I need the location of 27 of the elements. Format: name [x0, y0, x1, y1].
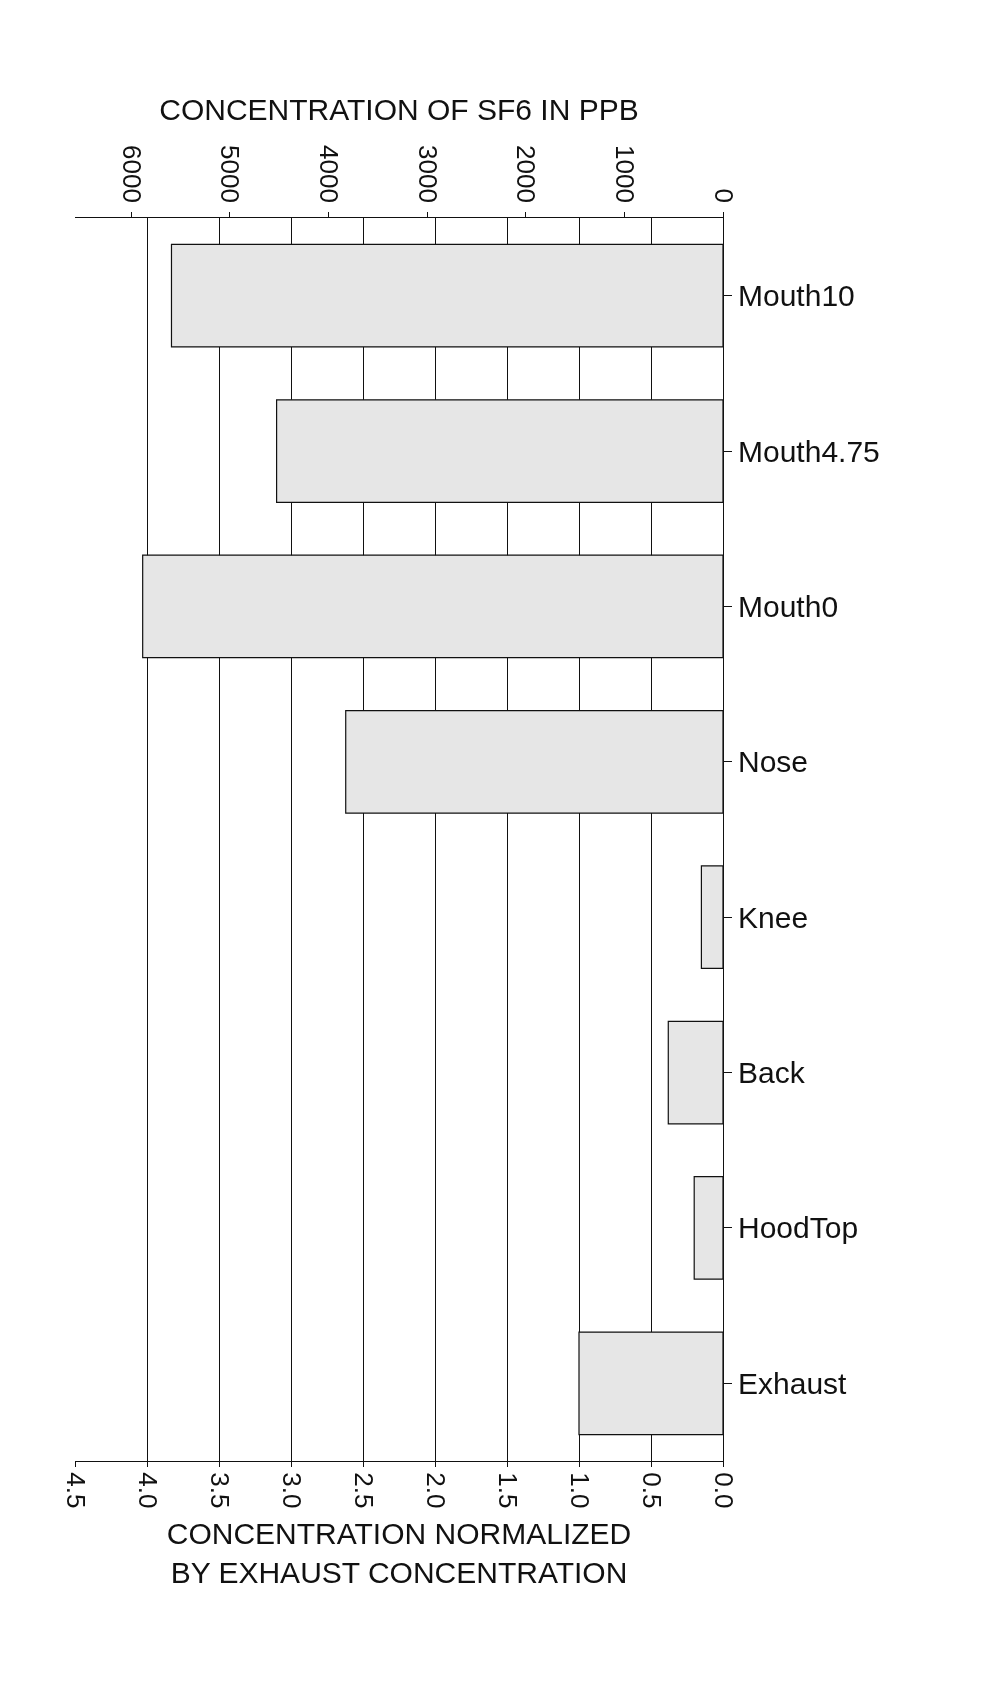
y-tick-label: Mouth10: [738, 279, 855, 313]
x-tick-label: 2.0: [420, 1472, 451, 1509]
x2-tick-label: 3000: [412, 145, 443, 203]
x-tick-label: 1.5: [492, 1472, 523, 1509]
y-tick-label: Knee: [738, 900, 809, 934]
y-tick-label: Nose: [738, 745, 809, 779]
x-tick-label: 4.5: [60, 1472, 91, 1509]
x2-tick-label: 1000: [609, 145, 640, 203]
x2-tick-label: 2000: [511, 145, 542, 203]
x-tick-label: 0.5: [636, 1472, 667, 1509]
x-tick-label: 2.5: [348, 1472, 379, 1509]
y-tick-label: Back: [738, 1056, 806, 1090]
x2-tick-label: 0: [708, 188, 739, 203]
y-tick-label: HoodTop: [738, 1211, 859, 1245]
x2-tick-label: 6000: [116, 145, 147, 203]
x-tick-label: 4.0: [132, 1472, 163, 1509]
x-tick-label: 1.0: [564, 1472, 595, 1509]
x-axis-title: CONCENTRATION NORMALIZED BY EXHAUST CONCENTRATION: [166, 1516, 632, 1589]
x2-tick-label: 5000: [215, 145, 246, 203]
x2-axis-title: CONCENTRATION OF SF6 IN PPB: [159, 93, 639, 127]
x2-tick-label: 4000: [314, 145, 345, 203]
y-tick-label: Mouth0: [738, 589, 839, 623]
x-tick-label: 3.0: [276, 1472, 307, 1509]
x-tick-label: 0.0: [708, 1472, 739, 1509]
x-tick-label: 3.5: [204, 1472, 235, 1509]
y-tick-label: Mouth4.75: [738, 434, 880, 468]
y-tick-label: Exhaust: [738, 1366, 848, 1400]
